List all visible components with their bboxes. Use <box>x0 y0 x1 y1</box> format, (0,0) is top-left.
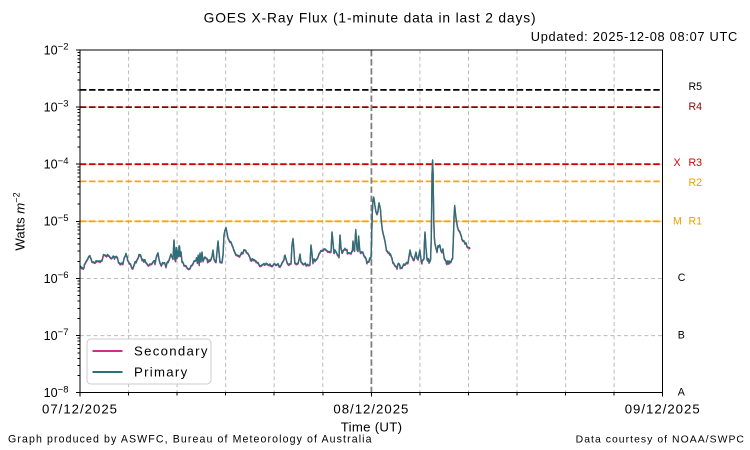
svg-text:Data courtesy of NOAA/SWPC: Data courtesy of NOAA/SWPC <box>576 434 745 445</box>
svg-text:09/12/2025: 09/12/2025 <box>625 402 701 417</box>
svg-text:R1: R1 <box>689 216 703 228</box>
svg-text:08/12/2025: 08/12/2025 <box>333 402 409 417</box>
svg-text:GOES X-Ray Flux (1-minute data: GOES X-Ray Flux (1-minute data in last 2… <box>204 11 537 26</box>
svg-text:A: A <box>678 386 686 398</box>
svg-text:M: M <box>673 216 682 228</box>
svg-text:R4: R4 <box>689 101 703 113</box>
svg-text:B: B <box>678 329 685 341</box>
svg-text:07/12/2025: 07/12/2025 <box>42 402 118 417</box>
svg-text:Secondary: Secondary <box>134 344 209 359</box>
svg-text:Updated: 2025-12-08 08:07 UTC: Updated: 2025-12-08 08:07 UTC <box>531 29 738 44</box>
svg-text:R2: R2 <box>689 177 703 189</box>
svg-text:X: X <box>674 157 681 169</box>
svg-text:R5: R5 <box>689 81 703 93</box>
svg-text:Time (UT): Time (UT) <box>341 420 403 435</box>
svg-text:Primary: Primary <box>134 365 189 380</box>
svg-text:Graph produced by ASWFC, Burea: Graph produced by ASWFC, Bureau of Meteo… <box>8 433 373 445</box>
svg-text:R3: R3 <box>689 157 703 169</box>
svg-text:C: C <box>678 272 686 284</box>
svg-text:Watts m−2: Watts m−2 <box>12 192 28 250</box>
